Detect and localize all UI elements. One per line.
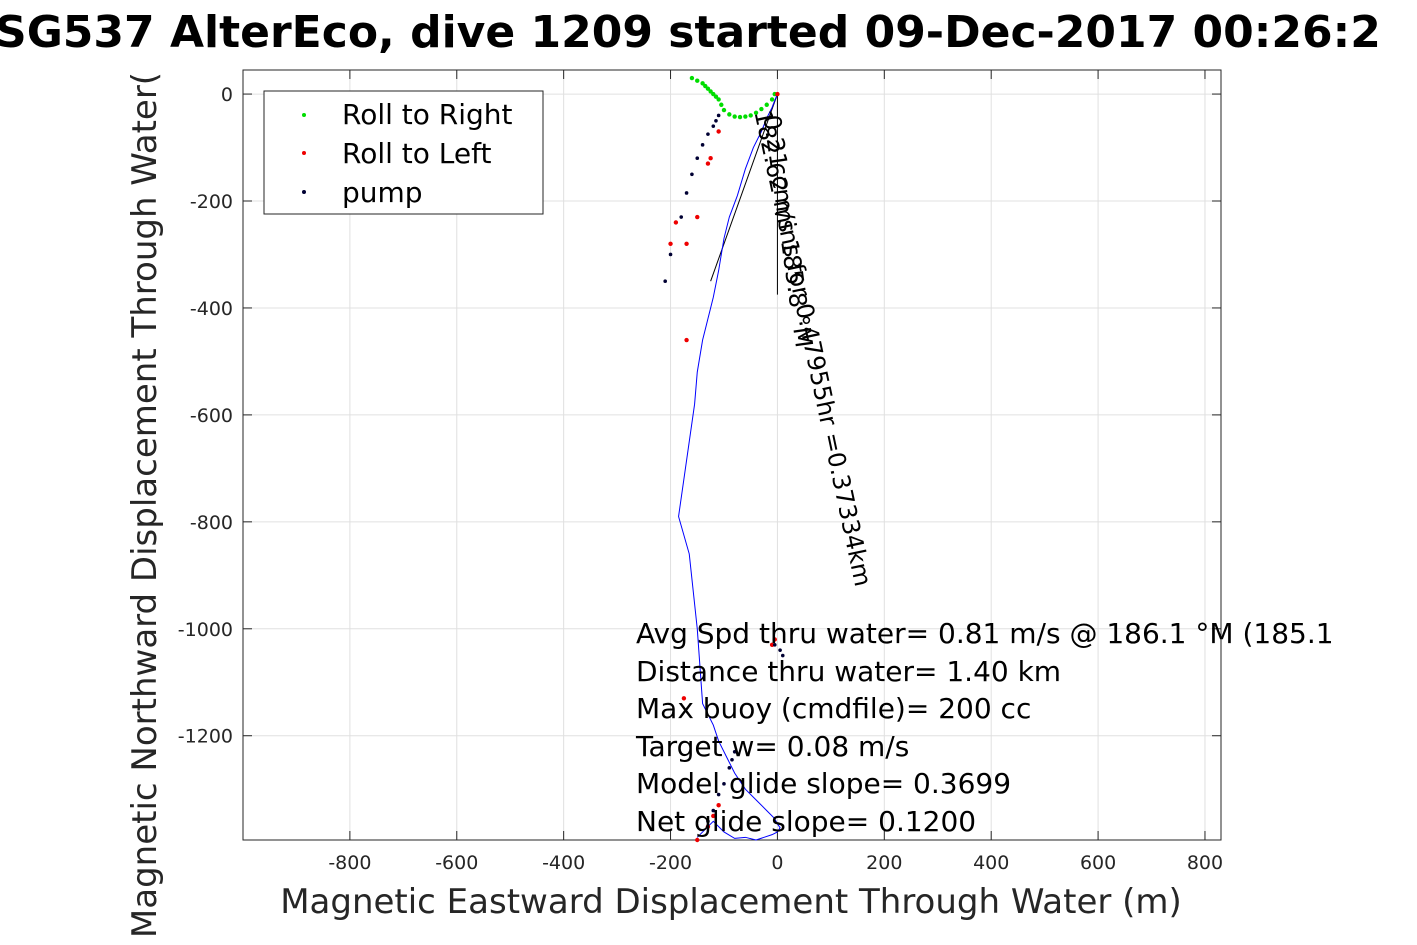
x-tick-label: 800 xyxy=(1187,852,1223,874)
glider-track xyxy=(678,93,781,841)
pump-point xyxy=(732,749,737,754)
y-tick-label: -600 xyxy=(190,405,233,427)
plot-area xyxy=(242,69,1222,841)
roll-left-point xyxy=(769,642,775,648)
pump-point xyxy=(716,792,721,797)
roll-left-point xyxy=(716,129,721,134)
roll-right-point xyxy=(769,97,775,102)
pump-point xyxy=(711,124,716,128)
y-tick-label: -200 xyxy=(190,191,233,213)
summary-line: Avg Spd thru water= 0.81 m/s @ 186.1 °M … xyxy=(636,617,1334,650)
x-tick-label: 0 xyxy=(771,852,783,874)
pump-point xyxy=(780,653,785,658)
summary-line: Target w= 0.08 m/s xyxy=(635,730,909,763)
roll-right-point xyxy=(732,114,737,119)
roll-right-point xyxy=(689,75,695,81)
pump-point xyxy=(679,215,684,219)
legend-label-roll-left: Roll to Left xyxy=(342,137,491,170)
roll-right-point xyxy=(748,113,753,118)
roll-left-point xyxy=(711,813,716,819)
annotations: 0.21 cm/s 185.8 °M 182.62 mins for 0.479… xyxy=(749,107,877,588)
roll-left-point xyxy=(673,220,679,225)
summary-line: Max buoy (cmdfile)= 200 cc xyxy=(636,692,1031,725)
data-points xyxy=(663,75,785,843)
roll-left-point xyxy=(668,241,673,246)
pump-point xyxy=(695,156,700,161)
roll-right-point xyxy=(753,110,759,115)
pump-point xyxy=(706,132,710,136)
roll-right-point xyxy=(716,97,721,102)
roll-right-point xyxy=(737,114,743,120)
y-tick-label: -1200 xyxy=(178,726,233,748)
roll-left-point xyxy=(716,803,721,808)
pump-point xyxy=(663,279,667,284)
legend-marker-pump xyxy=(302,190,306,194)
pump-point xyxy=(727,766,732,770)
roll-right-point xyxy=(711,91,716,97)
roll-left-point xyxy=(695,214,700,220)
legend-marker-roll-right xyxy=(302,113,306,117)
summary-text: Avg Spd thru water= 0.81 m/s @ 186.1 °M … xyxy=(635,617,1334,838)
y-axis-label: Magnetic Northward Displacement Through … xyxy=(125,72,165,938)
roll-left-point xyxy=(684,241,689,246)
legend-marker-roll-left xyxy=(302,151,306,155)
pump-point xyxy=(700,143,705,147)
roll-left-point xyxy=(695,837,700,843)
roll-left-point xyxy=(772,637,777,642)
pump-point xyxy=(668,252,673,257)
x-tick-label: -800 xyxy=(328,852,371,874)
x-tick-label: -400 xyxy=(542,852,585,874)
roll-left-point xyxy=(708,156,713,161)
chart-title: SG537 AlterEco, dive 1209 started 09-Dec… xyxy=(0,7,1381,58)
roll-right-point xyxy=(700,81,705,86)
roll-left-point xyxy=(705,161,711,166)
y-tick-label: -1000 xyxy=(178,619,233,641)
roll-right-point xyxy=(705,86,711,91)
track-line xyxy=(678,93,781,841)
pump-point xyxy=(722,782,726,786)
roll-right-point xyxy=(708,89,713,94)
roll-left-point xyxy=(684,337,689,343)
legend-label-pump: pump xyxy=(342,176,423,209)
axis-ticks: -800 -600 -400 -200 0 200 400 600 800 0 -200 -400 -6… xyxy=(178,70,1223,874)
x-axis-label: Magnetic Eastward Displacement Through W… xyxy=(280,882,1182,922)
pump-point xyxy=(716,113,721,118)
summary-line: Distance thru water= 1.40 km xyxy=(636,655,1061,688)
roll-left-point xyxy=(705,824,711,829)
x-tick-label: -600 xyxy=(435,852,478,874)
y-tick-label: 0 xyxy=(221,84,233,106)
x-tick-label: 400 xyxy=(973,852,1009,874)
roll-left-point xyxy=(775,91,780,97)
pump-point xyxy=(772,643,777,647)
x-tick-label: 600 xyxy=(1080,852,1116,874)
pump-point xyxy=(711,808,716,813)
x-tick-label: 200 xyxy=(866,852,902,874)
pump-point xyxy=(730,757,734,762)
roll-right-point xyxy=(743,114,748,119)
roll-right-point xyxy=(759,106,764,112)
distance-annotation: 182.62 mins for 0.47955hr =0.37334km xyxy=(749,107,877,588)
roll-right-point xyxy=(713,94,719,99)
roll-right-point xyxy=(695,78,700,83)
roll-right-point xyxy=(764,102,769,107)
legend: Roll to Right Roll to Left pump xyxy=(263,90,544,215)
legend-box xyxy=(263,90,544,215)
pump-point xyxy=(684,191,689,195)
summary-line: Model glide slope= 0.3699 xyxy=(636,767,1011,800)
roll-right-point xyxy=(703,83,708,89)
summary-line: Net glide slope= 0.1200 xyxy=(636,805,976,838)
roll-right-point xyxy=(727,112,732,117)
legend-label-roll-right: Roll to Right xyxy=(342,98,513,131)
roll-left-point xyxy=(681,696,687,701)
pump-point xyxy=(706,819,710,824)
pump-point xyxy=(690,172,694,177)
y-tick-label: -800 xyxy=(190,512,233,534)
y-tick-label: -400 xyxy=(190,298,233,320)
x-tick-label: -200 xyxy=(649,852,692,874)
pump-point xyxy=(778,648,782,652)
roll-right-point xyxy=(719,102,724,107)
roll-right-point xyxy=(721,107,727,113)
pump-point xyxy=(714,118,718,123)
